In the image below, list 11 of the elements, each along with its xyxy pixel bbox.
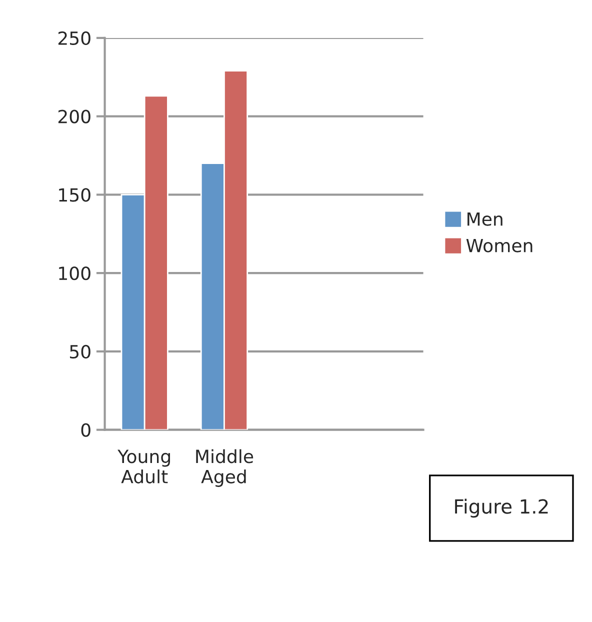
x-tick-label: Young Adult [118, 450, 170, 484]
y-tick-label: 200 [58, 110, 90, 124]
caption: Figure 1.2 [455, 498, 548, 518]
y-tick-label: 50 [70, 344, 90, 359]
y-tick-label: 250 [58, 31, 90, 46]
x-tick-label: Middle Aged [196, 449, 254, 487]
legend-label: Men [468, 212, 502, 226]
legend-label: Women [466, 238, 532, 252]
y-tick-label: 0 [81, 423, 90, 437]
y-tick-label: 100 [59, 266, 90, 280]
y-tick-label: 150 [59, 188, 90, 202]
